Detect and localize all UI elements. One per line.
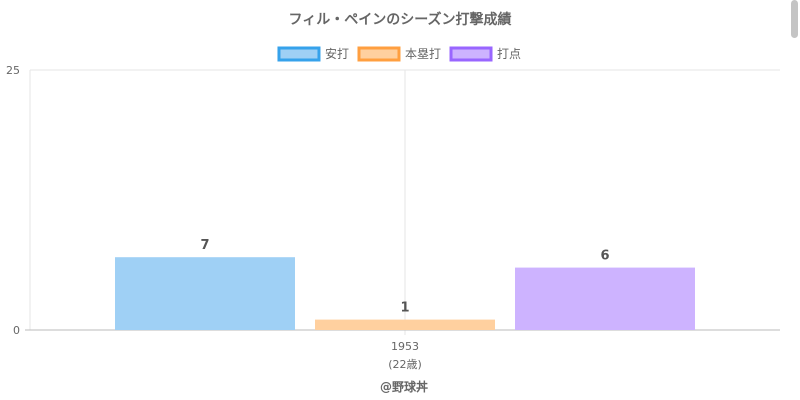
data-labels: 7 1 6 bbox=[200, 238, 609, 315]
bars bbox=[115, 257, 695, 330]
legend-swatch bbox=[449, 46, 493, 62]
y-tick-label: 0 bbox=[13, 324, 20, 337]
chart-title: フィル・ペインのシーズン打撃成績 bbox=[288, 11, 511, 28]
data-label: 1 bbox=[400, 301, 409, 316]
x-tick-label: 1953 bbox=[391, 340, 419, 353]
x-axis-ticks: 1953 (22歳) bbox=[388, 340, 422, 371]
y-axis-ticks: 0 25 bbox=[6, 64, 20, 337]
legend-swatch bbox=[277, 46, 321, 62]
data-label: 7 bbox=[200, 238, 209, 253]
scrollbar[interactable] bbox=[791, 0, 798, 38]
data-label: 6 bbox=[600, 249, 609, 264]
y-tick-label: 25 bbox=[6, 64, 20, 77]
bar-3 bbox=[515, 267, 695, 330]
legend-label: 打点 bbox=[497, 47, 521, 61]
legend: 安打 本塁打 打点 bbox=[277, 46, 521, 62]
credit-label: @野球丼 bbox=[380, 379, 428, 394]
legend-label: 本塁打 bbox=[405, 47, 441, 61]
x-tick-sublabel: (22歳) bbox=[388, 358, 422, 371]
gridlines bbox=[30, 69, 780, 335]
legend-swatch bbox=[357, 46, 401, 62]
bar-2 bbox=[315, 319, 495, 330]
bar-1 bbox=[115, 257, 295, 330]
legend-label: 安打 bbox=[325, 46, 349, 61]
